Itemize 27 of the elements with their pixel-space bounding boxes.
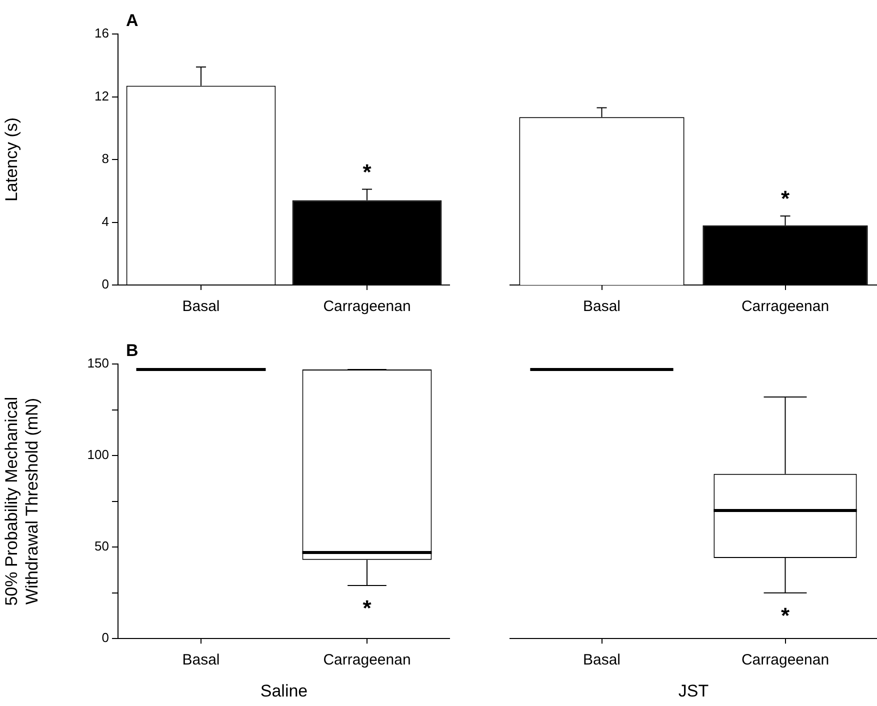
y-tick-label: 8 (102, 151, 109, 166)
annotation: * (362, 596, 372, 621)
y-tick-label: 0 (102, 276, 109, 292)
x-axis-title: Saline (260, 681, 308, 700)
x-axis-title: JST (678, 681, 709, 700)
y-tick-label: 16 (94, 26, 109, 41)
y-tick-label: 100 (87, 447, 109, 462)
y-tick-label: 0 (102, 630, 109, 646)
x-tick-label: Basal (182, 652, 220, 669)
annotation: * (362, 159, 372, 184)
x-tick-label: Carrageenan (741, 298, 830, 316)
annotation: * (780, 602, 790, 628)
x-tick-label: Carrageenan (741, 652, 830, 669)
x-tick-label: Carrageenan (323, 652, 411, 669)
annotation: * (780, 186, 790, 212)
x-tick-label: Basal (582, 298, 621, 316)
x-tick-label: Basal (182, 298, 220, 316)
y-tick-label: 150 (87, 356, 109, 371)
chart-title: B (126, 341, 138, 360)
y-tick-label: 12 (94, 88, 109, 104)
y-axis-title: 50% Probability Mechanical Withdrawal Threshold (mN) (2, 396, 42, 606)
x-tick-label: Basal (582, 652, 621, 669)
y-tick-label: 4 (102, 214, 109, 229)
y-axis-title: Latency (s) (2, 117, 21, 202)
chart-title: A (126, 11, 138, 30)
x-tick-label: Carrageenan (323, 298, 411, 316)
y-tick-label: 50 (94, 538, 109, 554)
